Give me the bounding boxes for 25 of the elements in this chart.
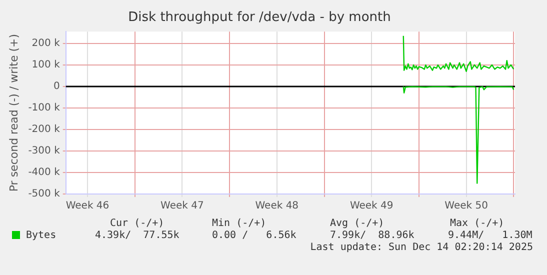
text: Max (-/+) <box>450 218 504 229</box>
text: Min (-/+) <box>212 218 266 229</box>
y-tick-label: -100 k <box>28 102 60 114</box>
y-tick-label: -300 k <box>28 146 60 157</box>
y-tick-label: 200 k <box>32 38 60 50</box>
y-tick-label: -400 k <box>28 167 60 178</box>
y-axis-title: Pr second read (-) / write (+) <box>7 34 20 192</box>
text: Cur (-/+) <box>110 218 164 229</box>
x-tick-label: Week 50 <box>444 200 488 212</box>
text: Last update: Sun Dec 14 02:20:14 2025 <box>310 242 533 253</box>
y-tick-label: 0 <box>53 81 60 92</box>
y-tick-label: -500 k <box>28 188 60 200</box>
legend-label: Bytes <box>26 230 56 241</box>
text: 7.99k/ 88.96k <box>330 230 414 241</box>
text: 9.44M/ 1.30M <box>448 230 532 241</box>
y-tick-label: -200 k <box>28 124 60 136</box>
x-tick-label: Week 48 <box>255 200 299 212</box>
text: 4.39k/ 77.55k <box>95 230 180 241</box>
text: 0.00 / 6.56k <box>212 230 296 241</box>
text: Avg (-/+) <box>330 218 384 229</box>
x-tick-label: Week 46 <box>66 200 110 212</box>
chart-title: Disk throughput for /dev/vda - by month <box>128 10 391 26</box>
x-tick-label: Week 49 <box>350 200 394 212</box>
x-tick-label: Week 47 <box>160 200 204 212</box>
y-tick-label: 100 k <box>32 60 60 71</box>
